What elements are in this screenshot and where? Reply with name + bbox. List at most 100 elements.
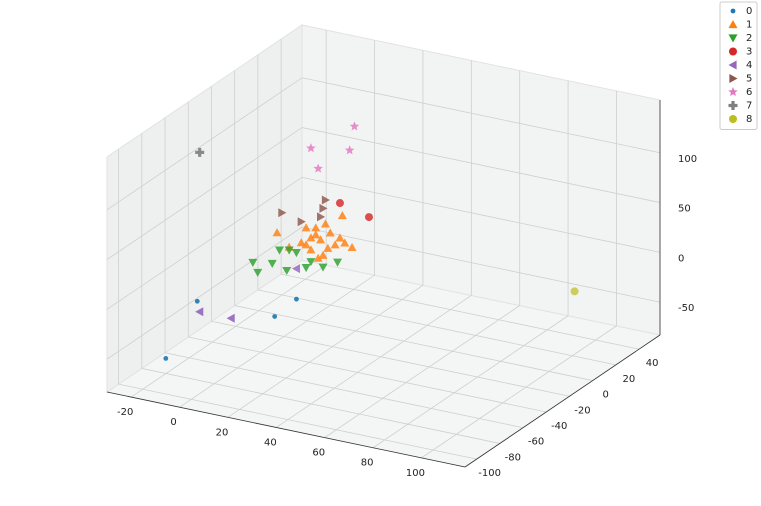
- marker: [319, 203, 328, 213]
- marker: [267, 259, 277, 269]
- legend-label: 2: [746, 33, 752, 44]
- marker: [194, 298, 200, 304]
- grid-line: [106, 226, 303, 360]
- marker: [163, 355, 169, 361]
- marker: [320, 219, 330, 228]
- marker: [311, 223, 321, 232]
- legend-marker: [729, 115, 737, 123]
- y-tick-label: -20: [574, 405, 590, 416]
- grid-line: [227, 285, 424, 418]
- marker: [364, 213, 373, 222]
- grid-line: [234, 305, 593, 381]
- legend-label: 5: [746, 74, 752, 85]
- marker: [253, 268, 263, 277]
- grid-line: [188, 336, 547, 413]
- grid-line: [324, 305, 520, 438]
- marker: [344, 145, 355, 155]
- marker: [272, 314, 278, 319]
- grid-line: [301, 127, 661, 203]
- z-tick-label: 100: [678, 154, 697, 165]
- marker: [330, 240, 340, 249]
- grid-line: [106, 127, 303, 260]
- axis-line: [464, 334, 661, 468]
- marker: [301, 223, 311, 232]
- grid-line: [106, 177, 303, 310]
- marker: [349, 121, 360, 131]
- x-tick-label: 100: [406, 468, 425, 479]
- marker: [306, 245, 316, 254]
- axis-line: [106, 391, 466, 468]
- marker: [570, 287, 579, 296]
- z-tick-label: 50: [678, 204, 691, 215]
- marker: [272, 228, 282, 237]
- marker: [306, 143, 316, 153]
- y-tick-label: -100: [478, 468, 501, 479]
- legend-label: 1: [746, 20, 752, 31]
- z-tick-label: 0: [678, 253, 684, 264]
- legend-marker: [729, 74, 738, 83]
- marker: [294, 296, 299, 302]
- marker: [318, 250, 328, 259]
- grid-line: [281, 273, 640, 350]
- marker: [325, 228, 335, 237]
- marker: [282, 266, 292, 276]
- grid-line: [130, 264, 327, 398]
- grid-line: [211, 320, 570, 397]
- marker: [323, 243, 333, 252]
- legend-label: 3: [746, 47, 752, 58]
- marker: [317, 212, 326, 222]
- marker: [311, 230, 321, 239]
- x-tick-label: 80: [361, 458, 374, 469]
- y-tick-label: -60: [528, 437, 544, 448]
- marker: [195, 307, 204, 317]
- marker: [226, 313, 235, 323]
- legend-label: 7: [746, 101, 752, 112]
- grid-line: [301, 77, 661, 154]
- marker: [321, 195, 330, 205]
- legend-marker: [728, 34, 738, 43]
- marker: [195, 147, 205, 157]
- marker: [347, 242, 357, 251]
- legend-marker: [728, 60, 737, 70]
- marker: [297, 217, 306, 227]
- marker: [306, 233, 316, 242]
- marker: [301, 264, 311, 273]
- marker: [333, 258, 343, 267]
- marker: [318, 263, 328, 272]
- y-tick-label: -40: [551, 421, 567, 432]
- z-tick-label: -50: [678, 303, 694, 314]
- x-tick-label: 40: [264, 437, 277, 448]
- grid-line: [106, 77, 303, 211]
- legend-marker: [728, 101, 738, 110]
- grid-line: [372, 315, 569, 449]
- y-tick-label: 40: [646, 358, 659, 369]
- y-tick-label: 0: [602, 390, 608, 401]
- legend-label: 8: [746, 114, 752, 125]
- y-tick-label: -80: [505, 452, 521, 463]
- marker: [248, 258, 258, 267]
- marker: [278, 208, 287, 218]
- legend-marker: [728, 87, 738, 97]
- grid-line: [301, 176, 661, 253]
- marker: [284, 246, 294, 255]
- legend-label: 4: [746, 60, 752, 71]
- y-tick-label: 20: [623, 374, 636, 385]
- marker: [337, 210, 347, 220]
- grid-line: [421, 325, 617, 459]
- marker: [340, 238, 350, 247]
- x-tick-label: 60: [312, 448, 325, 459]
- legend-box: [719, 1, 758, 130]
- legend-marker: [728, 20, 738, 29]
- grid-line: [141, 368, 500, 444]
- legend-label: 0: [746, 6, 752, 17]
- marker: [313, 163, 323, 173]
- legend-marker: [729, 47, 737, 56]
- marker: [301, 240, 311, 249]
- marker: [296, 238, 306, 247]
- x-tick-label: 0: [170, 417, 176, 428]
- marker: [335, 199, 344, 208]
- legend: 0 1 2 3 4 5 6 7 8: [719, 1, 758, 130]
- grid-line: [164, 352, 524, 429]
- marker: [291, 249, 301, 258]
